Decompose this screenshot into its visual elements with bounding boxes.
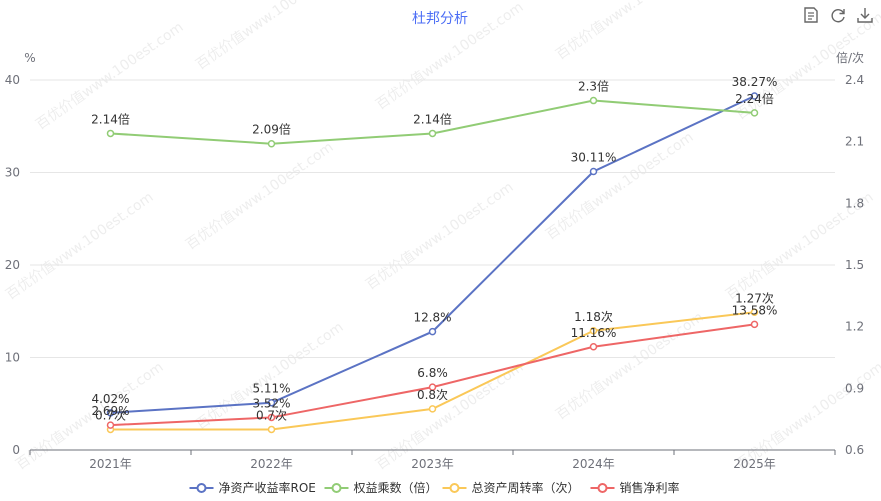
data-point[interactable]	[589, 167, 598, 176]
y-right-tick-label: 0.9	[845, 381, 864, 395]
y-right-tick-label: 2.4	[845, 73, 864, 87]
legend-marker-icon	[196, 483, 207, 493]
data-label: 2.3倍	[578, 79, 609, 94]
x-tick-label: 2024年	[572, 457, 615, 471]
legend-item[interactable]: 净资产收益率ROE	[189, 480, 316, 495]
x-tick-label: 2022年	[250, 457, 293, 471]
watermark-text: 百优价值www.100est.com	[733, 9, 881, 123]
data-point[interactable]	[267, 413, 276, 422]
data-point[interactable]	[750, 109, 759, 117]
legend-item[interactable]: 权益乘数（倍）	[324, 480, 438, 495]
refresh-icon[interactable]	[829, 6, 847, 24]
data-label: 2.69%	[91, 404, 129, 418]
data-point[interactable]	[589, 96, 598, 105]
y-right-tick-label: 1.2	[845, 320, 864, 334]
y-left-tick-label: 30	[5, 166, 20, 180]
data-point[interactable]	[428, 327, 437, 336]
y-left-tick-label: 20	[5, 258, 20, 272]
data-label: 2.09倍	[252, 122, 291, 137]
x-tick-label: 2025年	[733, 457, 776, 471]
watermark-text: 百优价值www.100est.com	[543, 129, 696, 243]
data-point[interactable]	[589, 327, 598, 335]
watermark-text: 百优价值www.100est.com	[183, 139, 336, 253]
data-label: 2.14倍	[91, 111, 130, 126]
watermark-text: 百优价值www.100est.com	[553, 0, 706, 63]
data-label: 1.27次	[735, 291, 774, 305]
data-label: 12.8%	[413, 311, 451, 325]
data-label: 13.58%	[732, 303, 778, 317]
data-point[interactable]	[428, 383, 437, 391]
data-point[interactable]	[267, 139, 276, 148]
data-point[interactable]	[428, 129, 437, 138]
data-point[interactable]	[750, 320, 759, 329]
data-label: 2.24倍	[735, 91, 774, 106]
legend-label: 净资产收益率ROE	[219, 480, 316, 495]
y-right-tick-label: 1.5	[845, 258, 864, 272]
x-tick-label: 2023年	[411, 457, 454, 471]
watermark-text: 百优价值www.100est.com	[193, 0, 346, 73]
legend-label: 总资产周转率（次）	[472, 480, 580, 495]
data-point[interactable]	[106, 421, 115, 429]
data-label: 3.52%	[252, 396, 290, 410]
data-point[interactable]	[428, 405, 437, 413]
data-point[interactable]	[267, 425, 276, 434]
data-label: 30.11%	[571, 150, 617, 164]
x-tick-label: 2021年	[89, 457, 132, 471]
data-label: 0.7次	[95, 408, 126, 422]
legend-item[interactable]: 销售净利率	[590, 480, 680, 495]
watermark-text: 百优价值www.100est.com	[3, 189, 156, 303]
y-left-tick-label: 40	[5, 73, 20, 87]
y-left-tick-label: 0	[12, 443, 20, 457]
y-left-unit: %	[24, 51, 35, 65]
watermark-text: 百优价值www.100est.com	[363, 179, 516, 293]
download-icon[interactable]	[856, 6, 874, 24]
data-view-icon[interactable]	[802, 6, 820, 24]
data-label: 2.14倍	[413, 111, 452, 126]
y-left-tick-label: 10	[5, 351, 20, 365]
legend-label: 销售净利率	[620, 480, 680, 495]
data-point[interactable]	[750, 92, 759, 100]
legend-marker-icon	[597, 483, 608, 493]
data-label: 1.18次	[574, 310, 613, 324]
data-label: 0.8次	[417, 388, 448, 402]
data-label: 6.8%	[417, 366, 448, 380]
legend-marker-icon	[449, 483, 460, 493]
data-label: 38.27%	[732, 75, 778, 89]
data-point[interactable]	[106, 409, 115, 417]
chart-title: 杜邦分析	[412, 11, 468, 27]
legend-label: 权益乘数（倍）	[354, 480, 438, 495]
data-label: 0.7次	[256, 408, 287, 422]
legend-marker-icon	[331, 483, 342, 493]
data-label: 5.11%	[252, 382, 290, 396]
data-point[interactable]	[106, 129, 115, 138]
y-right-tick-label: 1.8	[845, 196, 864, 210]
data-label: 4.02%	[91, 392, 129, 406]
data-point[interactable]	[589, 343, 598, 351]
y-right-unit: 倍/次	[836, 50, 864, 65]
y-right-tick-label: 2.1	[845, 135, 864, 149]
data-point[interactable]	[267, 398, 276, 407]
data-label: 11.16%	[571, 326, 617, 340]
y-right-tick-label: 0.6	[845, 443, 864, 457]
data-point[interactable]	[750, 308, 759, 317]
legend-item[interactable]: 总资产周转率（次）	[442, 480, 580, 495]
